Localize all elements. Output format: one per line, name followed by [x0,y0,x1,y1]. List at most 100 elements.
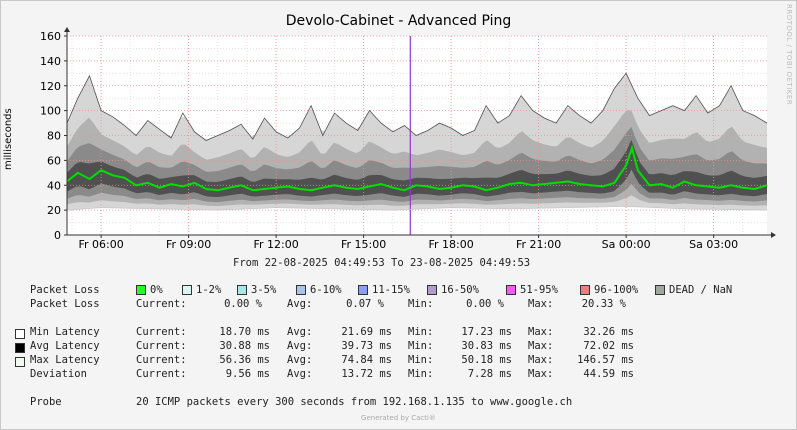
y-tick-label: 60 [47,154,61,167]
current-value: 9.56 ms [225,368,270,380]
series-line-avg-latency [66,144,768,192]
legend-swatch [296,285,306,295]
min-value: 50.18 ms [461,354,512,366]
x-tick-label: Fr 12:00 [254,238,299,251]
legend-swatch [136,285,146,295]
pl-max-label: Max: [528,298,554,310]
x-tick-label: Sa 03:00 [689,238,738,251]
min-latency-label: Min Latency [30,326,100,338]
max-value: 32.26 ms [583,326,634,338]
current-value: 18.70 ms [219,326,270,338]
max-label: Max: [528,340,554,352]
legend-swatch [655,285,665,295]
current-label: Current: [136,326,187,338]
legend-swatch [182,285,192,295]
packet-loss-heading: Packet Loss [30,284,100,296]
avg-latency-swatch [15,343,25,353]
latency-chart: 0 20 40 60 80 100 120 140 160 Fr 06:00 Fr 09:00 Fr … [40,27,776,251]
time-range: From 22-08-2025 04:49:53 To 23-08-2025 0… [233,257,531,269]
packet-loss-legend-item: 3-5% [237,284,276,296]
pl-min-label: Min: [408,298,434,310]
pl-current: 0.00 % [224,298,262,310]
legend-label: 3-5% [251,284,277,296]
legend-swatch [580,285,590,295]
avg-label: Avg: [287,340,313,352]
avg-value: 39.73 ms [341,340,392,352]
current-label: Current: [136,368,187,380]
y-tick-label: 100 [40,105,61,118]
packet-loss-legend-item: 16-50% [427,284,479,296]
y-tick-label: 20 [47,204,61,217]
x-tick-label: Fr 18:00 [429,238,474,251]
legend-label: 51-95% [520,284,558,296]
max-label: Max: [528,368,554,380]
x-tick-label: Fr 09:00 [166,238,211,251]
y-tick-label: 160 [40,30,61,43]
packet-loss-legend-item: 0% [136,284,163,296]
x-tick-label: Fr 06:00 [79,238,124,251]
packet-loss-legend-item: DEAD / NaN [655,284,732,296]
min-value: 30.83 ms [461,340,512,352]
series-line-min-latency [66,205,768,211]
min-label: Min: [408,354,434,366]
min-label: Min: [408,326,434,338]
current-value: 56.36 ms [219,354,270,366]
legend-label: 16-50% [441,284,479,296]
generated-by: Generated by Cacti® [361,414,436,422]
packet-loss-legend-item: 96-100% [580,284,638,296]
x-tick-label: Sa 00:00 [602,238,651,251]
current-label: Current: [136,340,187,352]
min-value: 17.23 ms [461,326,512,338]
graph-title: Devolo-Cabinet - Advanced Ping [285,13,512,29]
pl-min: 0.00 % [466,298,504,310]
max-value: 44.59 ms [583,368,634,380]
avg-value: 13.72 ms [341,368,392,380]
y-tick-label: 120 [40,80,61,93]
legend-swatch [506,285,516,295]
avg-latency-label: Avg Latency [30,340,100,352]
current-value: 30.88 ms [219,340,270,352]
legend-label: 1-2% [196,284,222,296]
avg-label: Avg: [287,368,313,380]
max-latency-swatch [15,357,25,367]
legend-label: 96-100% [594,284,639,296]
legend-swatch [427,285,437,295]
avg-label: Avg: [287,326,313,338]
probe-text: 20 ICMP packets every 300 seconds from 1… [136,396,573,408]
avg-value: 74.84 ms [341,354,392,366]
max-value: 72.02 ms [583,340,634,352]
rrdtool-credit: RRDTOOL / TOBI OETIKER [785,4,793,106]
avg-value: 21.69 ms [341,326,392,338]
legend-swatch [237,285,247,295]
pl-current-label: Current: [136,298,187,310]
y-axis-arrow [64,27,70,32]
y-tick-label: 80 [47,130,61,143]
smoke-band-core [67,139,767,197]
pl-max: 20.33 % [581,298,626,310]
y-tick-label: 40 [47,179,61,192]
x-tick-label: Fr 15:00 [341,238,386,251]
current-label: Current: [136,354,187,366]
probe-label: Probe [30,396,62,408]
y-tick-label: 0 [54,229,61,242]
max-label: Max: [528,326,554,338]
pl-avg-label: Avg: [287,298,313,310]
legend-label: 0% [150,284,163,296]
deviation-label: Deviation [30,368,87,380]
min-latency-swatch [15,329,25,339]
y-tick-label: 140 [40,55,61,68]
avg-label: Avg: [287,354,313,366]
min-value: 7.28 ms [467,368,512,380]
pl-avg: 0.07 % [346,298,384,310]
legend-label: 6-10% [310,284,342,296]
x-axis-arrow [771,232,776,238]
max-label: Max: [528,354,554,366]
x-tick-label: Fr 21:00 [516,238,561,251]
series-line-max-latency [66,72,768,141]
packet-loss-legend-item: 51-95% [506,284,558,296]
min-label: Min: [408,368,434,380]
legend-label: DEAD / NaN [669,284,733,296]
max-latency-label: Max Latency [30,354,100,366]
packet-loss-label: Packet Loss [30,298,100,310]
max-value: 146.57 ms [577,354,634,366]
